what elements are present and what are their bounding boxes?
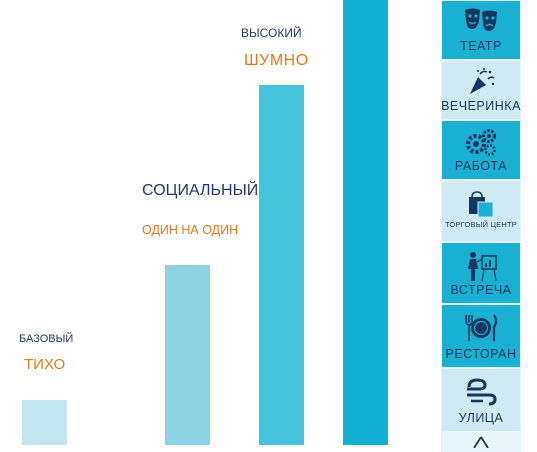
- sidebar-item-restaurant[interactable]: РЕСТОРАН: [441, 304, 521, 368]
- bar-basic: [22, 400, 67, 445]
- sidebar-item-label: РАБОТА: [454, 159, 508, 173]
- level-basic-subtitle: ТИХО: [24, 356, 66, 373]
- sidebar-item-label: ВЕЧЕРИНКА: [441, 99, 521, 113]
- level-social-subtitle: ОДИН НА ОДИН: [142, 223, 239, 237]
- sidebar-item-theater[interactable]: ТЕАТР: [441, 0, 521, 60]
- theater-masks-icon: [465, 8, 497, 31]
- gears-icon: [466, 129, 496, 156]
- presentation-icon: [468, 252, 497, 282]
- bar-high: [259, 85, 304, 445]
- sidebar-item-work[interactable]: РАБОТА: [441, 120, 521, 180]
- sidebar-item-label: УЛИЦА: [458, 411, 504, 425]
- shopping-bags-icon: [469, 191, 494, 218]
- bar-social: [165, 265, 210, 445]
- sidebar-item-meeting[interactable]: ВСТРЕЧА: [441, 242, 521, 304]
- wind-icon: [467, 378, 497, 406]
- warning-icon: [473, 436, 489, 448]
- bar-max: [343, 0, 388, 445]
- sidebar-item-label: ВСТРЕЧА: [450, 283, 512, 297]
- sidebar-item-label: РЕСТОРАН: [445, 347, 517, 361]
- level-high-subtitle: ШУМНО: [244, 52, 309, 69]
- sidebar-item-street[interactable]: УЛИЦА: [441, 368, 521, 432]
- level-basic-title: БАЗОВЫЙ: [19, 333, 74, 345]
- party-popper-icon: [470, 68, 495, 94]
- sidebar-item-warning[interactable]: [441, 432, 521, 452]
- sidebar-item-party[interactable]: ВЕЧЕРИНКА: [441, 60, 521, 120]
- cutlery-plate-icon: [465, 314, 498, 341]
- level-social-title: СОЦИАЛЬНЫЙ: [142, 182, 259, 199]
- sidebar-item-label: ТЕАТР: [460, 39, 502, 53]
- sidebar-item-label: ТОРГОВЫЙ ЦЕНТР: [444, 220, 518, 229]
- level-high-title: ВЫСОКИЙ: [241, 26, 302, 40]
- sidebar-item-mall[interactable]: ТОРГОВЫЙ ЦЕНТР: [441, 180, 521, 242]
